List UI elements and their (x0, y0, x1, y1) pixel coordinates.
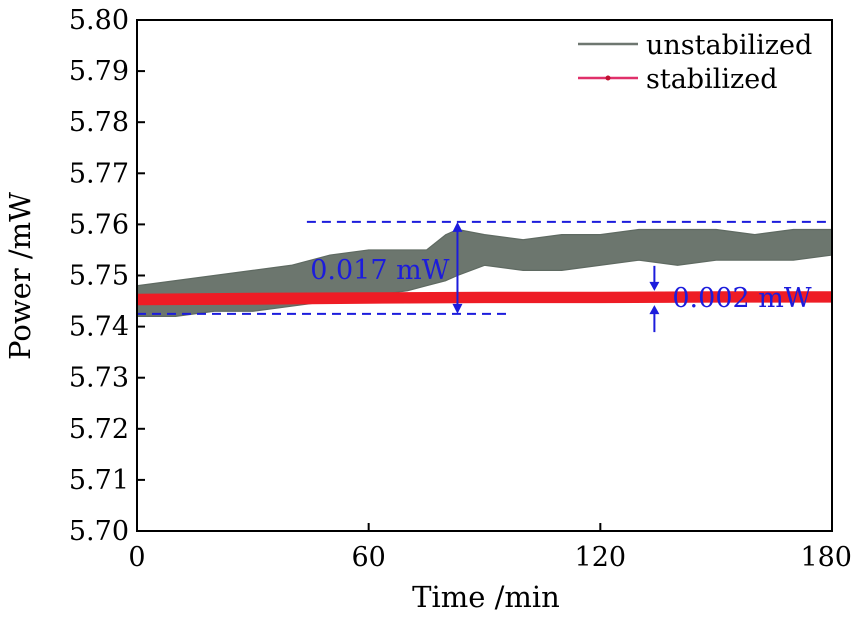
x-axis-title: Time /min (412, 580, 560, 614)
precision-arrow-bottom-head (649, 305, 660, 315)
y-tick-label: 5.80 (69, 5, 129, 36)
annotation-label-stabilized-range: 0.002 mW (672, 283, 811, 314)
y-tick-label: 5.73 (69, 363, 129, 394)
y-tick-label: 5.76 (69, 209, 129, 240)
legend-label-unstabilized: unstabilized (646, 30, 812, 61)
y-tick-label: 5.78 (69, 107, 129, 138)
precision-arrow-top-head (649, 281, 660, 291)
y-tick-label: 5.75 (69, 261, 129, 292)
y-tick-label: 5.79 (69, 56, 129, 87)
y-tick-label: 5.77 (69, 158, 129, 189)
annotation-layer: 0.017 mW 0.002 mW (137, 220, 832, 333)
y-tick-label: 5.70 (69, 516, 129, 547)
x-tick-label: 0 (128, 542, 145, 573)
x-tick-label: 60 (351, 542, 385, 573)
legend-marker-stabilized (605, 75, 611, 81)
annotation-label-unstabilized-range: 0.017 mW (310, 255, 449, 286)
axes-layer: 5.70 5.71 5.72 5.73 5.74 5.75 5.76 5.77 5.78 5.79… (69, 5, 852, 573)
legend-label-stabilized: stabilized (646, 64, 777, 95)
range-arrow-head-up (452, 221, 463, 232)
y-tick-label: 5.71 (69, 465, 129, 496)
y-tick-label: 5.72 (69, 414, 129, 445)
x-tick-label: 180 (800, 542, 852, 573)
range-arrow-head-down (452, 303, 463, 314)
legend: unstabilized stabilized (578, 30, 812, 95)
x-tick-label: 120 (575, 542, 627, 573)
y-tick-label: 5.74 (69, 312, 129, 343)
y-axis-title: Power /mW (3, 192, 37, 360)
